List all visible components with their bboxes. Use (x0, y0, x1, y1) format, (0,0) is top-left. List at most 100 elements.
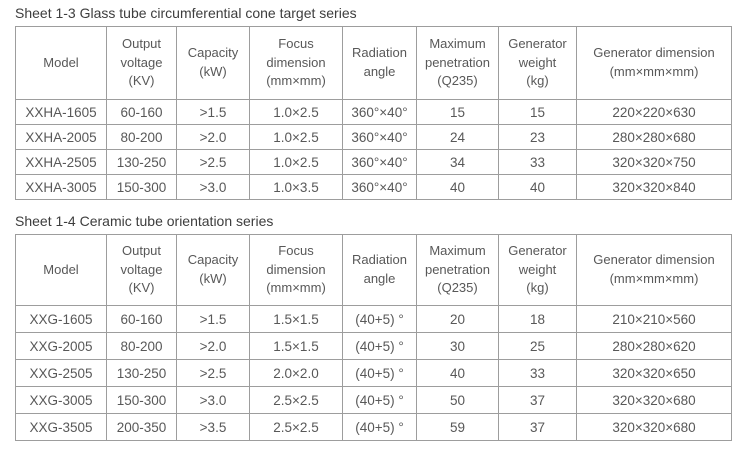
column-header-model: Model (15, 234, 107, 306)
cell-output-voltage: 60-160 (106, 305, 177, 333)
cell-model: XXHA-2505 (15, 149, 107, 175)
cell-capacity: >2.5 (176, 359, 250, 387)
cell-output-voltage: 150-300 (106, 386, 177, 414)
cell-generator-weight: 37 (498, 413, 577, 441)
cell-model: XXG-2505 (15, 359, 107, 387)
spec-sheet-glass-tube: Sheet 1-3 Glass tube circumferential con… (15, 0, 750, 200)
cell-focus-dimension: 2.5×2.5 (249, 386, 343, 414)
cell-capacity: >3.0 (176, 174, 250, 200)
cell-maximum-penetration: 15 (416, 99, 499, 125)
cell-generator-weight: 33 (498, 149, 577, 175)
cell-output-voltage: 130-250 (106, 359, 177, 387)
table-row: XXHA-2005 80-200 >2.0 1.0×2.5 360°×40° 2… (15, 124, 732, 150)
column-header-capacity: Capacity (kW) (176, 26, 250, 100)
column-header-generator-dimension: Generator dimension (mm×mm×mm) (576, 26, 732, 100)
cell-focus-dimension: 1.5×1.5 (249, 305, 343, 333)
cell-generator-weight: 25 (498, 332, 577, 360)
cell-maximum-penetration: 59 (416, 413, 499, 441)
cell-generator-dimension: 320×320×680 (576, 386, 732, 414)
cell-generator-dimension: 320×320×680 (576, 413, 732, 441)
cell-generator-weight: 33 (498, 359, 577, 387)
table-row: XXG-2505 130-250 >2.5 2.0×2.0 (40+5) ° 4… (15, 359, 732, 387)
cell-generator-dimension: 280×280×620 (576, 332, 732, 360)
cell-focus-dimension: 1.0×3.5 (249, 174, 343, 200)
cell-generator-weight: 40 (498, 174, 577, 200)
cell-model: XXHA-2005 (15, 124, 107, 150)
table-header-row: Model Output voltage (KV) Capacity (kW) … (15, 234, 732, 306)
cell-radiation-angle: (40+5) ° (342, 305, 417, 333)
cell-radiation-angle: (40+5) ° (342, 413, 417, 441)
spec-sheet-ceramic-tube: Sheet 1-4 Ceramic tube orientation serie… (15, 200, 750, 441)
cell-radiation-angle: 360°×40° (342, 99, 417, 125)
cell-capacity: >1.5 (176, 305, 250, 333)
cell-radiation-angle: 360°×40° (342, 149, 417, 175)
table-row: XXHA-3005 150-300 >3.0 1.0×3.5 360°×40° … (15, 174, 732, 200)
cell-capacity: >2.0 (176, 332, 250, 360)
cell-generator-dimension: 320×320×840 (576, 174, 732, 200)
column-header-maximum-penetration: Maximum penetration (Q235) (416, 26, 499, 100)
cell-maximum-penetration: 24 (416, 124, 499, 150)
cell-radiation-angle: 360°×40° (342, 174, 417, 200)
column-header-focus-dimension: Focus dimension (mm×mm) (249, 26, 343, 100)
cell-capacity: >3.0 (176, 386, 250, 414)
cell-capacity: >1.5 (176, 99, 250, 125)
cell-maximum-penetration: 50 (416, 386, 499, 414)
cell-generator-dimension: 220×220×630 (576, 99, 732, 125)
cell-maximum-penetration: 40 (416, 359, 499, 387)
cell-maximum-penetration: 30 (416, 332, 499, 360)
column-header-generator-weight: Generator weight (kg) (498, 234, 577, 306)
cell-model: XXG-3005 (15, 386, 107, 414)
cell-focus-dimension: 2.5×2.5 (249, 413, 343, 441)
cell-focus-dimension: 2.0×2.0 (249, 359, 343, 387)
column-header-capacity: Capacity (kW) (176, 234, 250, 306)
cell-output-voltage: 80-200 (106, 124, 177, 150)
cell-capacity: >2.0 (176, 124, 250, 150)
cell-focus-dimension: 1.0×2.5 (249, 124, 343, 150)
cell-generator-weight: 23 (498, 124, 577, 150)
table-row: XXHA-1605 60-160 >1.5 1.0×2.5 360°×40° 1… (15, 99, 732, 125)
cell-capacity: >2.5 (176, 149, 250, 175)
cell-generator-weight: 15 (498, 99, 577, 125)
table-row: XXHA-2505 130-250 >2.5 1.0×2.5 360°×40° … (15, 149, 732, 175)
cell-output-voltage: 200-350 (106, 413, 177, 441)
column-header-generator-dimension: Generator dimension (mm×mm×mm) (576, 234, 732, 306)
cell-model: XXHA-1605 (15, 99, 107, 125)
cell-model: XXG-1605 (15, 305, 107, 333)
column-header-output-voltage: Output voltage (KV) (106, 26, 177, 100)
spec-table-ceramic-tube: Model Output voltage (KV) Capacity (kW) … (15, 234, 732, 441)
cell-focus-dimension: 1.0×2.5 (249, 149, 343, 175)
column-header-model: Model (15, 26, 107, 100)
column-header-focus-dimension: Focus dimension (mm×mm) (249, 234, 343, 306)
column-header-radiation-angle: Radiation angle (342, 26, 417, 100)
cell-output-voltage: 60-160 (106, 99, 177, 125)
cell-model: XXG-3505 (15, 413, 107, 441)
sheet-title: Sheet 1-3 Glass tube circumferential con… (15, 5, 357, 21)
cell-capacity: >3.5 (176, 413, 250, 441)
column-header-radiation-angle: Radiation angle (342, 234, 417, 306)
cell-focus-dimension: 1.0×2.5 (249, 99, 343, 125)
cell-model: XXG-2005 (15, 332, 107, 360)
sheet-title: Sheet 1-4 Ceramic tube orientation serie… (15, 213, 274, 229)
table-row: XXG-1605 60-160 >1.5 1.5×1.5 (40+5) ° 20… (15, 305, 732, 333)
cell-focus-dimension: 1.5×1.5 (249, 332, 343, 360)
cell-generator-dimension: 210×210×560 (576, 305, 732, 333)
cell-model: XXHA-3005 (15, 174, 107, 200)
cell-maximum-penetration: 40 (416, 174, 499, 200)
cell-radiation-angle: 360°×40° (342, 124, 417, 150)
table-row: XXG-2005 80-200 >2.0 1.5×1.5 (40+5) ° 30… (15, 332, 732, 360)
cell-maximum-penetration: 34 (416, 149, 499, 175)
cell-maximum-penetration: 20 (416, 305, 499, 333)
column-header-maximum-penetration: Maximum penetration (Q235) (416, 234, 499, 306)
cell-output-voltage: 150-300 (106, 174, 177, 200)
cell-output-voltage: 80-200 (106, 332, 177, 360)
table-row: XXG-3505 200-350 >3.5 2.5×2.5 (40+5) ° 5… (15, 413, 732, 441)
cell-radiation-angle: (40+5) ° (342, 332, 417, 360)
cell-generator-weight: 18 (498, 305, 577, 333)
column-header-output-voltage: Output voltage (KV) (106, 234, 177, 306)
cell-radiation-angle: (40+5) ° (342, 386, 417, 414)
cell-generator-dimension: 320×320×650 (576, 359, 732, 387)
cell-radiation-angle: (40+5) ° (342, 359, 417, 387)
column-header-generator-weight: Generator weight (kg) (498, 26, 577, 100)
cell-generator-dimension: 280×280×680 (576, 124, 732, 150)
table-header-row: Model Output voltage (KV) Capacity (kW) … (15, 26, 732, 100)
